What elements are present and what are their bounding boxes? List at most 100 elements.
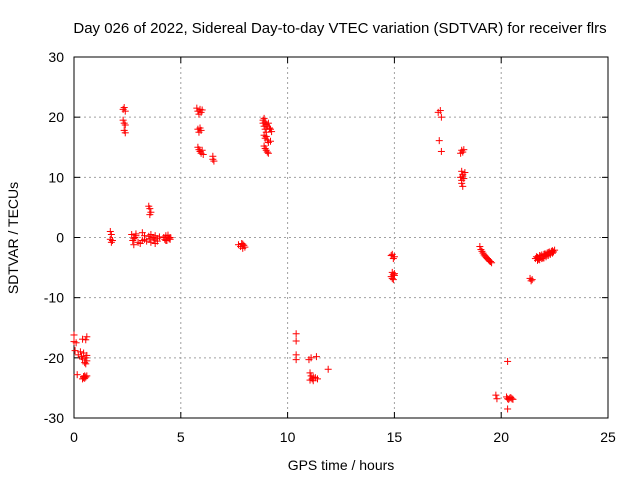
data-point — [292, 337, 300, 345]
data-point — [146, 205, 154, 213]
data-point — [130, 241, 138, 249]
data-point — [108, 237, 116, 245]
data-point — [437, 147, 445, 155]
data-point — [106, 227, 114, 235]
data-point — [71, 347, 79, 355]
y-tick-labels: -30 -20 -10 0 10 20 30 — [44, 49, 64, 426]
x-tick-label: 25 — [600, 429, 616, 445]
data-point — [306, 376, 314, 384]
data-point — [504, 357, 512, 365]
data-point — [268, 128, 276, 136]
data-point — [130, 235, 138, 243]
data-point — [199, 150, 207, 158]
data-point — [263, 148, 271, 156]
data-point — [458, 167, 466, 175]
x-tick-label: 5 — [177, 429, 185, 445]
data-point — [198, 146, 206, 154]
data-point — [436, 107, 444, 115]
x-tick-labels: 0 5 10 15 20 25 — [70, 429, 616, 445]
data-point — [458, 179, 466, 187]
data-point — [131, 234, 139, 241]
data-point — [146, 211, 154, 219]
data-point — [209, 155, 217, 163]
data-point — [260, 114, 268, 122]
data-point — [83, 372, 91, 380]
data-point — [548, 249, 556, 257]
data-point — [138, 229, 146, 237]
data-point — [132, 230, 140, 238]
x-tick-label: 10 — [280, 429, 296, 445]
data-point — [389, 276, 397, 284]
data-point — [166, 235, 174, 243]
data-point — [435, 137, 443, 145]
data-point — [79, 335, 87, 343]
data-point — [390, 253, 398, 261]
data-point — [292, 330, 300, 338]
data-point — [197, 126, 205, 134]
chart-title: Day 026 of 2022, Sidereal Day-to-day VTE… — [73, 20, 606, 37]
data-point — [239, 240, 247, 248]
data-point — [107, 230, 115, 238]
axis-ticks — [73, 56, 609, 419]
data-point — [259, 119, 267, 127]
data-point — [82, 373, 90, 381]
data-point — [121, 129, 129, 137]
data-points — [70, 104, 559, 413]
data-point — [390, 271, 398, 279]
data-point — [72, 339, 80, 347]
x-tick-label: 20 — [493, 429, 509, 445]
data-point — [504, 405, 512, 413]
data-point — [488, 259, 496, 267]
data-point — [292, 356, 300, 364]
data-point — [262, 128, 270, 136]
y-tick-label: 20 — [48, 109, 64, 125]
data-point — [461, 169, 469, 177]
data-point — [260, 122, 268, 130]
data-point — [146, 235, 154, 243]
y-tick-label: 0 — [56, 230, 64, 246]
data-point — [82, 336, 90, 344]
data-point — [162, 237, 170, 245]
data-point — [459, 172, 467, 180]
y-axis-label: SDTVAR / TECUs — [5, 182, 21, 294]
data-point — [195, 146, 203, 154]
y-tick-label: 10 — [48, 169, 64, 185]
data-point — [265, 124, 273, 132]
data-point — [70, 331, 78, 339]
data-point — [460, 146, 468, 154]
data-point — [120, 104, 128, 112]
data-point — [76, 348, 84, 356]
data-point — [389, 255, 397, 263]
data-point — [121, 121, 129, 129]
data-point — [151, 240, 159, 248]
data-point — [210, 157, 218, 165]
y-tick-label: -30 — [44, 410, 64, 426]
data-point — [240, 241, 248, 249]
data-point — [477, 246, 485, 254]
x-tick-label: 15 — [387, 429, 403, 445]
data-point — [150, 236, 158, 244]
data-point — [107, 238, 115, 246]
data-point — [83, 333, 91, 341]
data-point — [478, 247, 486, 255]
data-point — [493, 395, 501, 403]
data-point — [476, 243, 484, 251]
data-point — [528, 276, 536, 284]
data-point — [121, 107, 129, 115]
data-point — [509, 395, 517, 403]
data-point — [312, 353, 320, 361]
data-point — [155, 233, 163, 241]
data-point — [120, 119, 128, 127]
data-point — [73, 371, 81, 379]
data-point — [264, 149, 272, 157]
data-point — [193, 104, 201, 112]
data-point — [267, 137, 275, 145]
data-point — [261, 144, 269, 152]
data-point — [83, 351, 91, 359]
data-point — [459, 182, 467, 190]
data-point — [79, 355, 87, 363]
y-tick-label: 30 — [48, 49, 64, 65]
x-axis-label: GPS time / hours — [288, 457, 395, 473]
y-tick-label: -20 — [44, 350, 64, 366]
